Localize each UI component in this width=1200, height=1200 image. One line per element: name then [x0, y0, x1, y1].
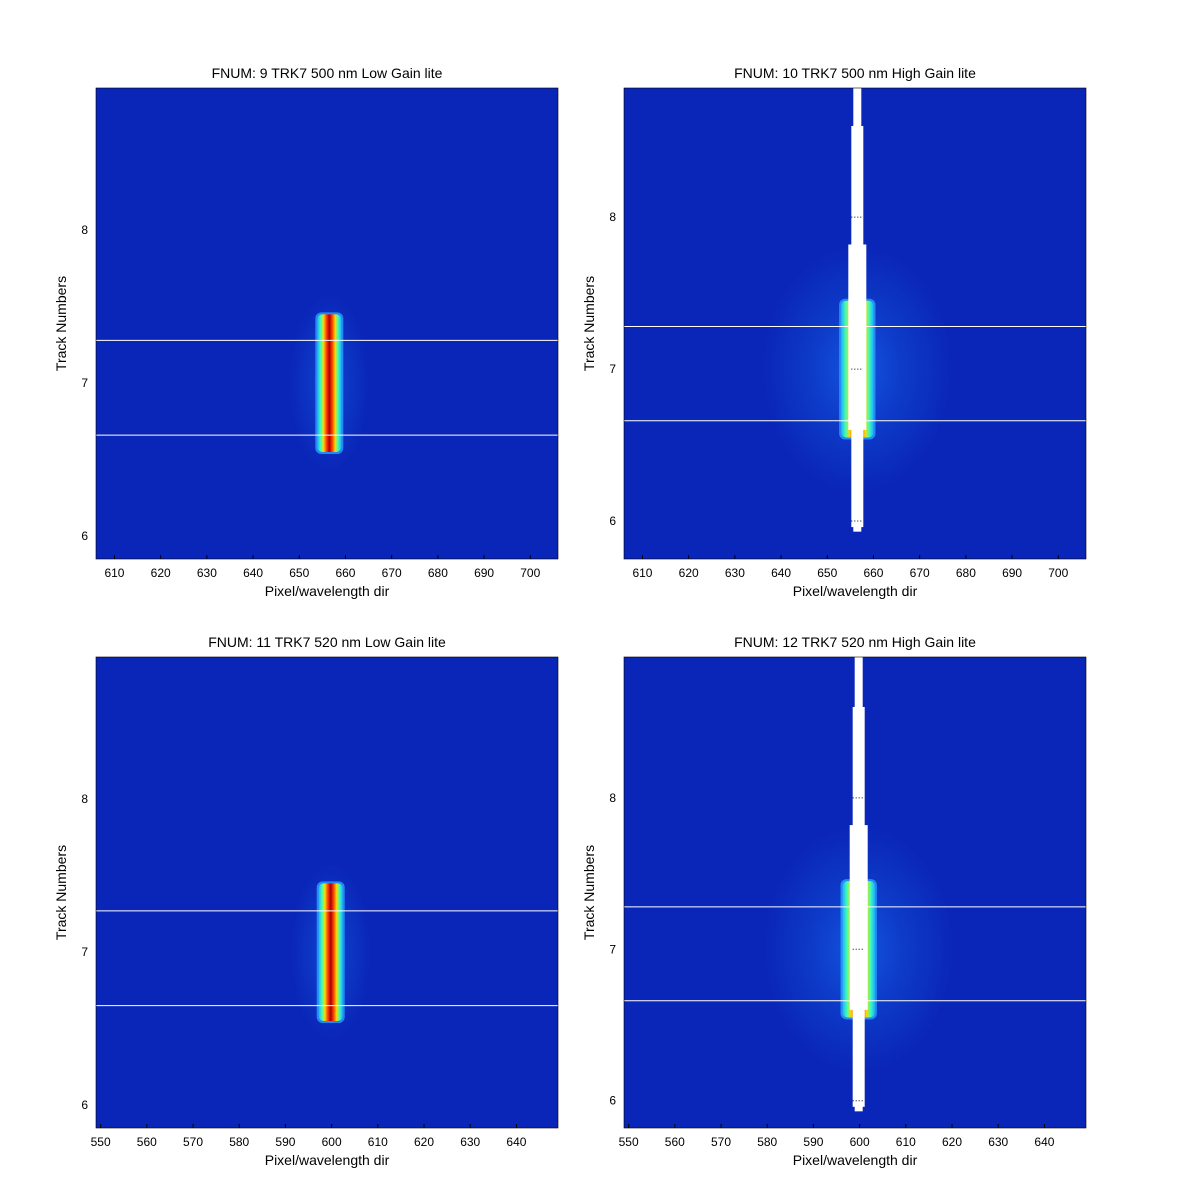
y-axis-label: Track Numbers	[53, 276, 69, 371]
x-tick-label: 660	[863, 566, 883, 580]
axes-frame	[623, 87, 1087, 560]
y-tick-label: 6	[81, 529, 88, 543]
x-tick-label: 620	[414, 1135, 434, 1149]
x-tick-label: 630	[197, 566, 217, 580]
x-tick-label: 680	[428, 566, 448, 580]
x-tick-label: 550	[619, 1135, 639, 1149]
x-tick-label: 590	[275, 1135, 295, 1149]
x-tick-label: 570	[711, 1135, 731, 1149]
x-tick-label: 640	[771, 566, 791, 580]
axes-frame	[95, 656, 559, 1129]
x-tick-label: 580	[229, 1135, 249, 1149]
panel-title: FNUM: 9 TRK7 500 nm Low Gain lite	[212, 65, 443, 81]
x-tick-label: 670	[910, 566, 930, 580]
x-tick-label: 600	[850, 1135, 870, 1149]
x-tick-label: 610	[104, 566, 124, 580]
panel-title: FNUM: 10 TRK7 500 nm High Gain lite	[734, 65, 976, 81]
x-tick-label: 630	[725, 566, 745, 580]
x-tick-label: 630	[460, 1135, 480, 1149]
heatmap-area	[289, 294, 370, 472]
x-tick-label: 670	[382, 566, 402, 580]
x-tick-label: 570	[183, 1135, 203, 1149]
panel-title: FNUM: 12 TRK7 520 nm High Gain lite	[734, 634, 976, 650]
spot-core	[318, 883, 343, 1021]
y-tick-label: 7	[81, 376, 88, 390]
x-axis-label: Pixel/wavelength dir	[265, 1152, 390, 1168]
y-tick-label: 6	[609, 514, 616, 528]
x-tick-label: 620	[942, 1135, 962, 1149]
panel-4: FNUM: 12 TRK7 520 nm High Gain lite 550 56…	[581, 634, 1087, 1168]
x-axis-label: Pixel/wavelength dir	[793, 1152, 918, 1168]
x-tick-label: 640	[1034, 1135, 1054, 1149]
panel-2: FNUM: 10 TRK7 500 nm High Gain lite 610 62…	[581, 65, 1087, 599]
x-tick-label: 660	[335, 566, 355, 580]
x-tick-label: 700	[520, 566, 540, 580]
x-tick-label: 690	[1002, 566, 1022, 580]
heatmap-area	[762, 88, 953, 532]
x-tick-label: 650	[817, 566, 837, 580]
x-tick-label: 640	[506, 1135, 526, 1149]
x-tick-label: 560	[137, 1135, 157, 1149]
x-axis-label: Pixel/wavelength dir	[265, 583, 390, 599]
x-tick-label: 700	[1048, 566, 1068, 580]
y-axis-label: Track Numbers	[581, 845, 597, 940]
x-tick-label: 610	[896, 1135, 916, 1149]
y-tick-label: 8	[81, 223, 88, 237]
spot-core	[317, 314, 342, 452]
heatmap-area	[763, 657, 954, 1112]
x-axis-label: Pixel/wavelength dir	[793, 583, 918, 599]
y-tick-label: 7	[609, 942, 616, 956]
x-tick-label: 580	[757, 1135, 777, 1149]
axes-frame	[623, 656, 1087, 1129]
y-tick-label: 6	[81, 1098, 88, 1112]
heatmap-area	[290, 863, 371, 1041]
x-tick-label: 690	[474, 566, 494, 580]
y-tick-label: 7	[609, 362, 616, 376]
x-tick-label: 650	[289, 566, 309, 580]
y-tick-label: 8	[81, 792, 88, 806]
y-tick-label: 7	[81, 945, 88, 959]
x-tick-label: 560	[665, 1135, 685, 1149]
panel-1: FNUM: 9 TRK7 500 nm Low Gain lite 610 620 6…	[53, 65, 559, 599]
x-tick-label: 640	[243, 566, 263, 580]
panel-3: FNUM: 11 TRK7 520 nm Low Gain lite 550 560…	[53, 634, 559, 1168]
axes-frame	[95, 87, 559, 560]
x-tick-label: 680	[956, 566, 976, 580]
y-tick-label: 8	[609, 791, 616, 805]
panel-title: FNUM: 11 TRK7 520 nm Low Gain lite	[208, 634, 446, 650]
x-tick-label: 610	[632, 566, 652, 580]
x-tick-label: 610	[368, 1135, 388, 1149]
y-axis-label: Track Numbers	[581, 276, 597, 371]
x-tick-label: 630	[988, 1135, 1008, 1149]
x-tick-label: 620	[679, 566, 699, 580]
y-tick-label: 8	[609, 210, 616, 224]
x-tick-label: 550	[91, 1135, 111, 1149]
x-tick-label: 600	[322, 1135, 342, 1149]
y-axis-label: Track Numbers	[53, 845, 69, 940]
y-tick-label: 6	[609, 1094, 616, 1108]
x-tick-label: 620	[151, 566, 171, 580]
x-tick-label: 590	[803, 1135, 823, 1149]
saturation-column	[848, 88, 867, 532]
